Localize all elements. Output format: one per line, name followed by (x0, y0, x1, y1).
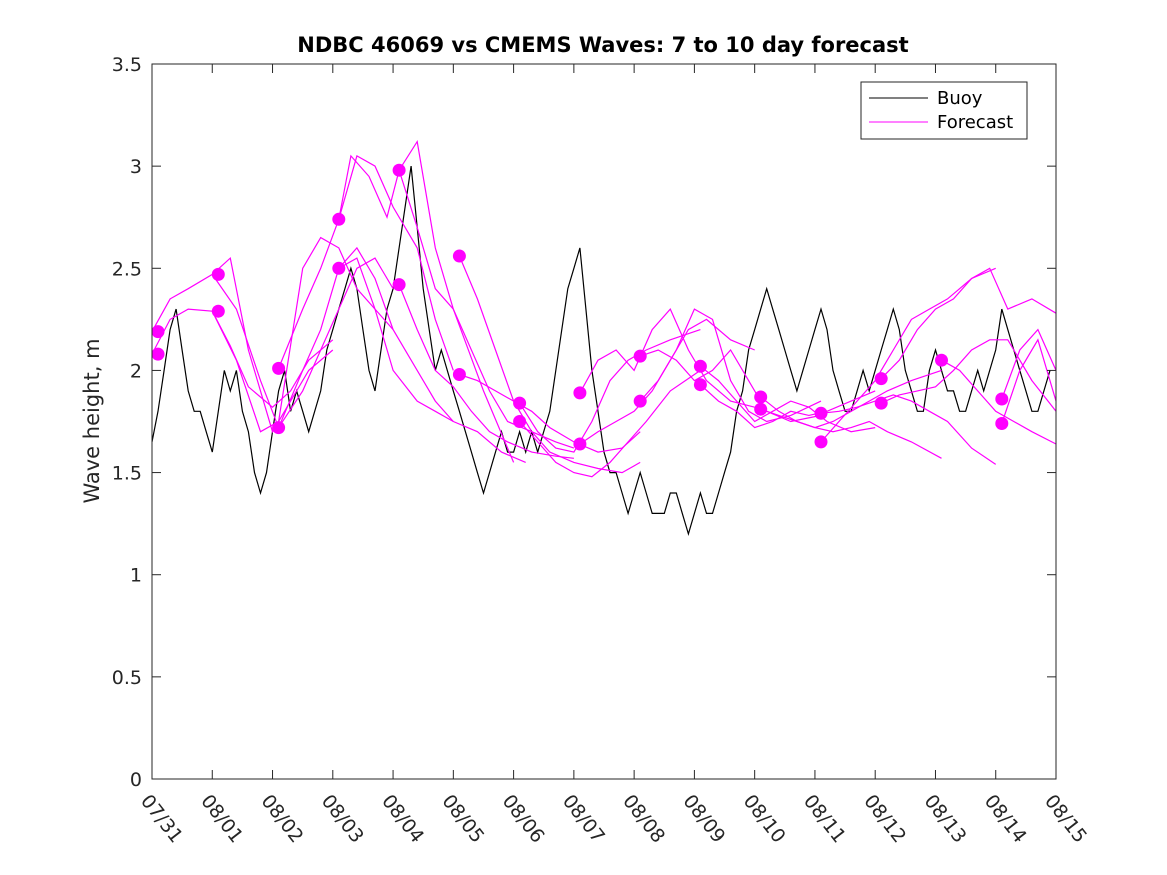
forecast-start-marker (151, 325, 165, 339)
marker-layer (151, 163, 1009, 451)
forecast-line-20 (760, 396, 942, 459)
forecast-start-marker (452, 368, 466, 381)
forecast-line-27 (1001, 328, 1057, 400)
forecast-start-marker (693, 378, 707, 392)
forecast-start-marker (573, 386, 587, 400)
forecast-line-7 (338, 257, 526, 463)
forecast-start-marker (754, 402, 768, 416)
y-tick-label: 0.5 (112, 667, 142, 689)
forecast-line-0 (151, 308, 334, 408)
forecast-line-24 (880, 267, 1057, 380)
forecast-line-4 (278, 155, 454, 371)
forecast-start-marker (151, 347, 165, 361)
chart-title: NDBC 46069 vs CMEMS Waves: 7 to 10 day f… (297, 33, 908, 57)
forecast-start-marker (814, 435, 828, 449)
forecast-start-marker (332, 212, 346, 226)
y-axis-label: Wave height, m (80, 338, 104, 503)
forecast-line-14 (579, 308, 755, 408)
forecast-line-3 (211, 236, 394, 433)
buoy-line (151, 166, 1051, 537)
forecast-start-marker (995, 392, 1009, 406)
forecast-start-marker (211, 267, 225, 281)
y-tick-label: 3 (130, 156, 142, 178)
forecast-start-marker (874, 372, 888, 386)
forecast-line-11 (459, 373, 641, 453)
forecast-line-5 (278, 246, 454, 428)
forecast-start-marker (935, 353, 948, 367)
forecast-line-10 (458, 255, 641, 474)
forecast-line-28 (1001, 338, 1057, 424)
forecast-start-marker (513, 396, 527, 410)
forecast-start-marker (332, 261, 346, 275)
forecast-start-marker (633, 394, 647, 408)
y-tick-label: 0 (130, 769, 142, 791)
forecast-line-23 (820, 267, 996, 443)
forecast-start-marker (211, 304, 225, 318)
forecast-start-marker (272, 421, 286, 435)
y-axis-ticks: 0 0.5 1 1.5 2 2.5 3 3.5 (112, 54, 1056, 791)
y-tick-label: 1.5 (112, 463, 142, 485)
forecast-line-22 (820, 394, 997, 465)
y-tick-label: 2 (130, 360, 142, 382)
forecast-line-26 (941, 359, 1057, 445)
forecast-line-18 (700, 365, 876, 433)
forecast-line-9 (398, 284, 574, 459)
forecast-line-25 (880, 339, 1057, 412)
legend: Buoy Forecast (860, 81, 1028, 140)
forecast-line-21 (760, 369, 942, 429)
legend-buoy-label: Buoy (937, 88, 983, 109)
forecast-start-marker (452, 249, 466, 263)
forecast-start-marker (693, 359, 707, 373)
forecast-start-marker (573, 437, 587, 451)
forecast-start-marker (754, 390, 768, 404)
forecast-start-marker (392, 163, 406, 177)
forecast-start-marker (874, 396, 888, 410)
forecast-start-marker (513, 415, 527, 428)
forecast-start-marker (633, 349, 647, 363)
forecast-line-6 (338, 139, 515, 463)
forecast-line-1 (151, 256, 334, 434)
y-tick-label: 3.5 (112, 54, 142, 76)
forecast-start-marker (995, 417, 1009, 430)
series-layer (151, 139, 1057, 537)
forecast-start-marker (814, 406, 828, 420)
y-tick-label: 2.5 (112, 258, 142, 280)
legend-forecast-label: Forecast (937, 112, 1013, 133)
forecast-line-16 (640, 348, 822, 423)
forecast-line-13 (519, 369, 701, 478)
legend-box (860, 81, 1028, 140)
y-tick-label: 1 (130, 565, 142, 587)
forecast-line-12 (519, 329, 701, 453)
forecast-start-marker (392, 278, 406, 292)
forecast-start-marker (272, 361, 286, 375)
plot-frame (151, 63, 1057, 780)
